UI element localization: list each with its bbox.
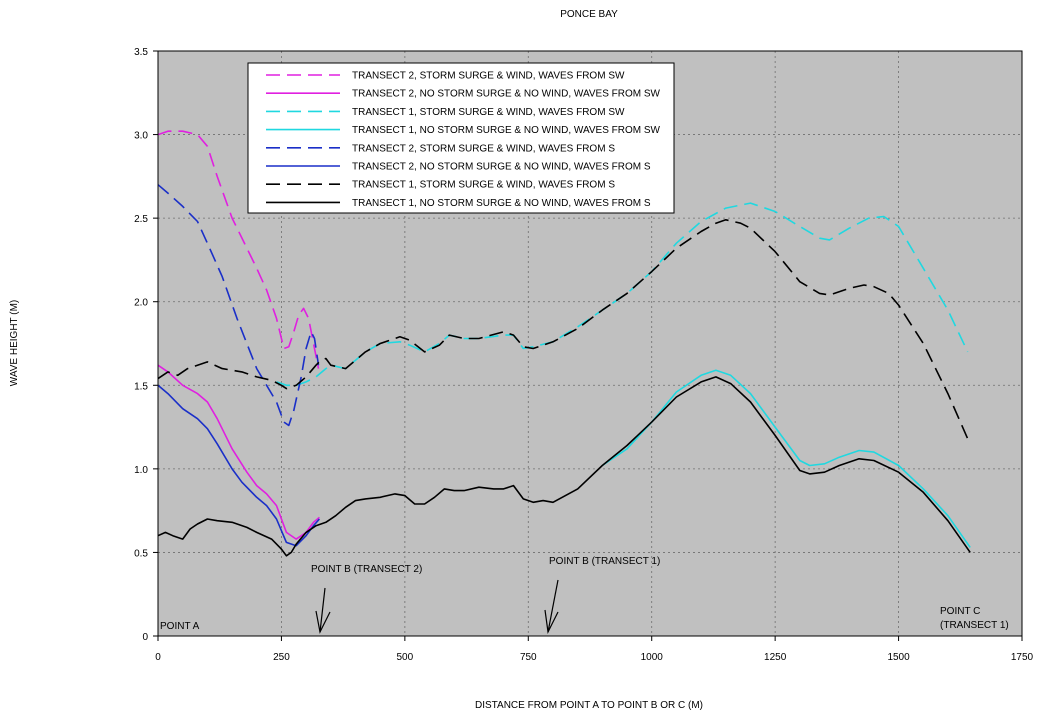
y-tick-label: 2.0 — [134, 298, 148, 309]
y-axis-title: WAVE HEIGHT (M) — [9, 300, 20, 386]
arrow-point-b-transect-1 — [544, 579, 559, 635]
y-tick-label: 2.5 — [134, 214, 148, 225]
x-tick-label: 750 — [520, 652, 537, 663]
x-tick-label: 250 — [273, 652, 290, 663]
x-tick-label: 1500 — [887, 652, 910, 663]
series-line-5 — [157, 184, 320, 427]
x-tick-label: 1750 — [1011, 652, 1034, 663]
legend-box — [247, 62, 675, 214]
y-tick-label: 1.5 — [134, 381, 148, 392]
series-line-7 — [157, 219, 969, 440]
y-tick-label: 3.0 — [134, 131, 148, 142]
series-line-6 — [157, 384, 321, 547]
y-tick-label: 1.0 — [134, 465, 148, 476]
legend-label-8: TRANSECT 1, NO STORM SURGE & NO WIND, WA… — [352, 198, 651, 209]
axis-ticks: 0 250 500 750 1000 1250 1500 1750 0 0.5 1.0 1.5 2.0 2… — [134, 47, 1033, 663]
plot-frame — [157, 50, 1023, 637]
x-tick-label: 1250 — [764, 652, 787, 663]
y-tick-label: 0.5 — [134, 548, 148, 559]
arrow-point-b-transect-2 — [315, 587, 331, 634]
annotation-point-b-transect-2: POINT B (TRANSECT 2) — [311, 564, 422, 575]
x-tick-label: 0 — [155, 652, 161, 663]
annotation-point-c-sub: (TRANSECT 1) — [940, 620, 1009, 631]
legend-label-3: TRANSECT 1, STORM SURGE & WIND, WAVES FR… — [352, 107, 625, 118]
series-line-4 — [601, 369, 971, 548]
series-line-3 — [276, 202, 969, 387]
x-tick-label: 1000 — [641, 652, 664, 663]
series-line-1 — [157, 130, 320, 369]
x-axis-title: DISTANCE FROM POINT A TO POINT B OR C (M… — [475, 700, 703, 711]
y-tick-label: 0 — [142, 632, 148, 643]
series-lines — [157, 130, 971, 557]
legend-label-7: TRANSECT 1, STORM SURGE & WIND, WAVES FR… — [352, 180, 615, 191]
legend-label-1: TRANSECT 2, STORM SURGE & WIND, WAVES FR… — [352, 71, 625, 82]
series-line-2 — [157, 364, 320, 540]
annotation-point-a: POINT A — [160, 621, 200, 632]
legend-label-5: TRANSECT 2, STORM SURGE & WIND, WAVES FR… — [352, 143, 615, 154]
series-line-8 — [157, 376, 971, 557]
annotation-point-b-transect-1: POINT B (TRANSECT 1) — [549, 556, 660, 567]
legend-label-2: TRANSECT 2, NO STORM SURGE & NO WIND, WA… — [352, 89, 661, 100]
y-tick-label: 3.5 — [134, 47, 148, 58]
chart-title: PONCE BAY — [560, 9, 618, 20]
legend: TRANSECT 2, STORM SURGE & WIND, WAVES FR… — [247, 62, 675, 214]
legend-label-4: TRANSECT 1, NO STORM SURGE & NO WIND, WA… — [352, 125, 661, 136]
x-tick-label: 500 — [397, 652, 414, 663]
legend-label-6: TRANSECT 2, NO STORM SURGE & NO WIND, WA… — [352, 162, 651, 173]
annotation-point-c: POINT C — [940, 606, 980, 617]
